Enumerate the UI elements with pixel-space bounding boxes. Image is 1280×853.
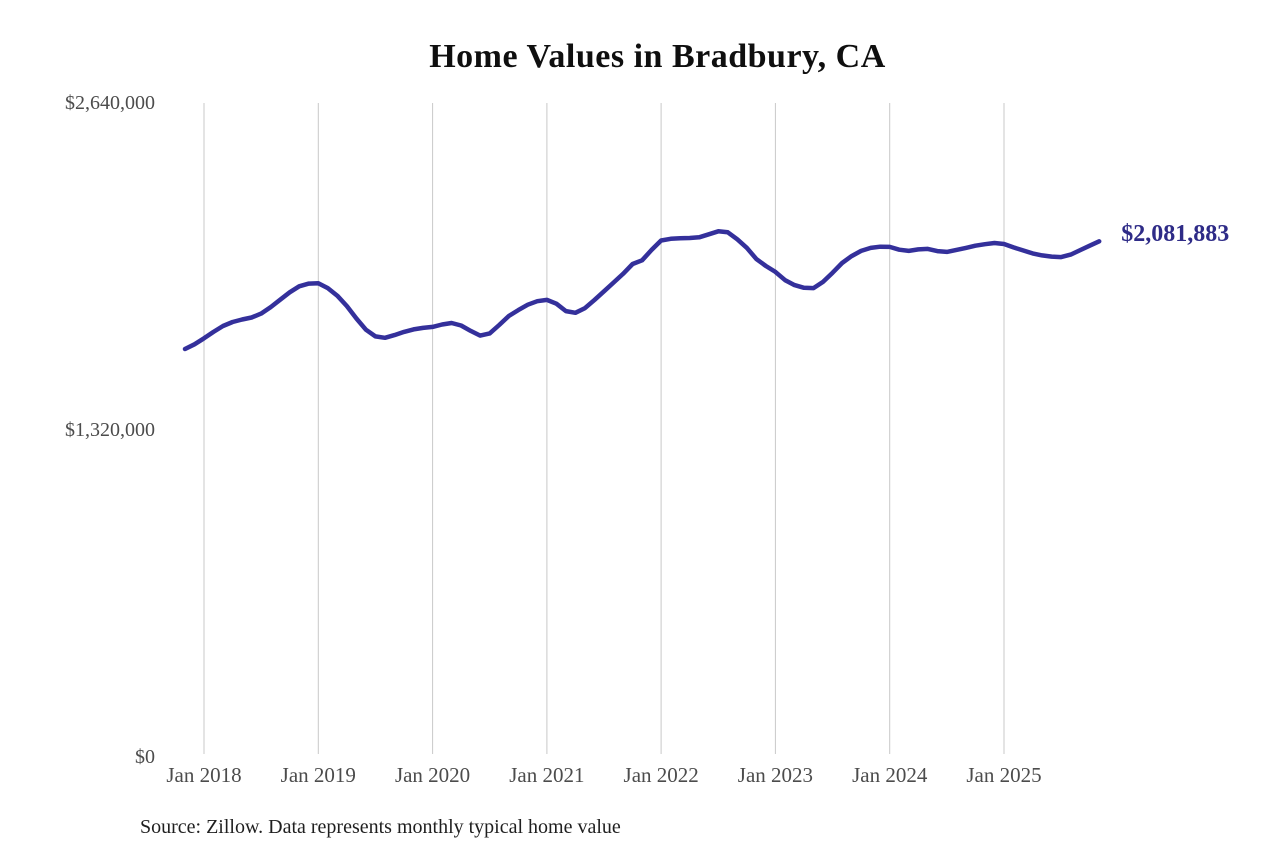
x-axis-tick-label: Jan 2021 xyxy=(509,763,585,787)
x-axis-tick-label: Jan 2020 xyxy=(394,763,471,787)
x-axis-tick-label: Jan 2018 xyxy=(166,763,242,787)
source-note: Source: Zillow. Data represents monthly … xyxy=(140,816,621,838)
x-axis-tick-label: Jan 2025 xyxy=(966,763,1042,787)
home-value-line xyxy=(182,229,1102,352)
y-axis-tick-label: $1,320,000 xyxy=(65,419,155,441)
gridlines xyxy=(203,103,1005,754)
y-axis-tick-label: $2,640,000 xyxy=(65,92,155,114)
chart-title: Home Values in Bradbury, CA xyxy=(429,38,886,75)
y-axis-tick-label: $0 xyxy=(135,746,155,768)
latest-value-label: $2,081,883 xyxy=(1121,221,1230,248)
x-axis-tick-label: Jan 2024 xyxy=(852,763,928,787)
x-axis-tick-label: Jan 2022 xyxy=(623,763,699,787)
x-axis-tick-label: Jan 2019 xyxy=(280,763,356,787)
x-axis-tick-label: Jan 2023 xyxy=(737,763,814,787)
